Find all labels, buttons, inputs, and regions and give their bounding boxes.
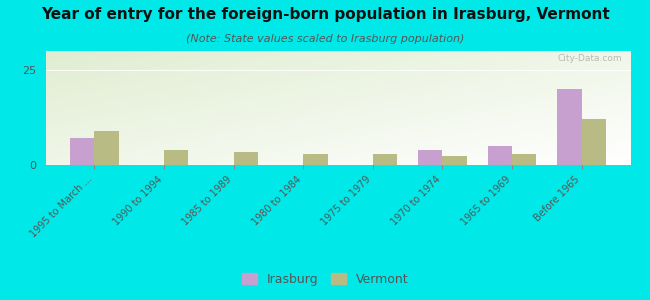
Bar	[233, 152, 258, 165]
Bar	[582, 119, 606, 165]
Bar	[164, 150, 188, 165]
Bar	[443, 155, 467, 165]
Text: (Note: State values scaled to Irasburg population): (Note: State values scaled to Irasburg p…	[186, 34, 464, 44]
Legend: Irasburg, Vermont: Irasburg, Vermont	[237, 268, 413, 291]
Bar	[94, 131, 118, 165]
Text: City-Data.com: City-Data.com	[557, 54, 621, 63]
Bar	[373, 154, 397, 165]
Bar	[418, 150, 443, 165]
Bar	[558, 89, 582, 165]
Bar	[70, 138, 94, 165]
Bar	[303, 154, 328, 165]
Bar	[488, 146, 512, 165]
Bar	[512, 154, 536, 165]
Text: Year of entry for the foreign-born population in Irasburg, Vermont: Year of entry for the foreign-born popul…	[40, 8, 610, 22]
